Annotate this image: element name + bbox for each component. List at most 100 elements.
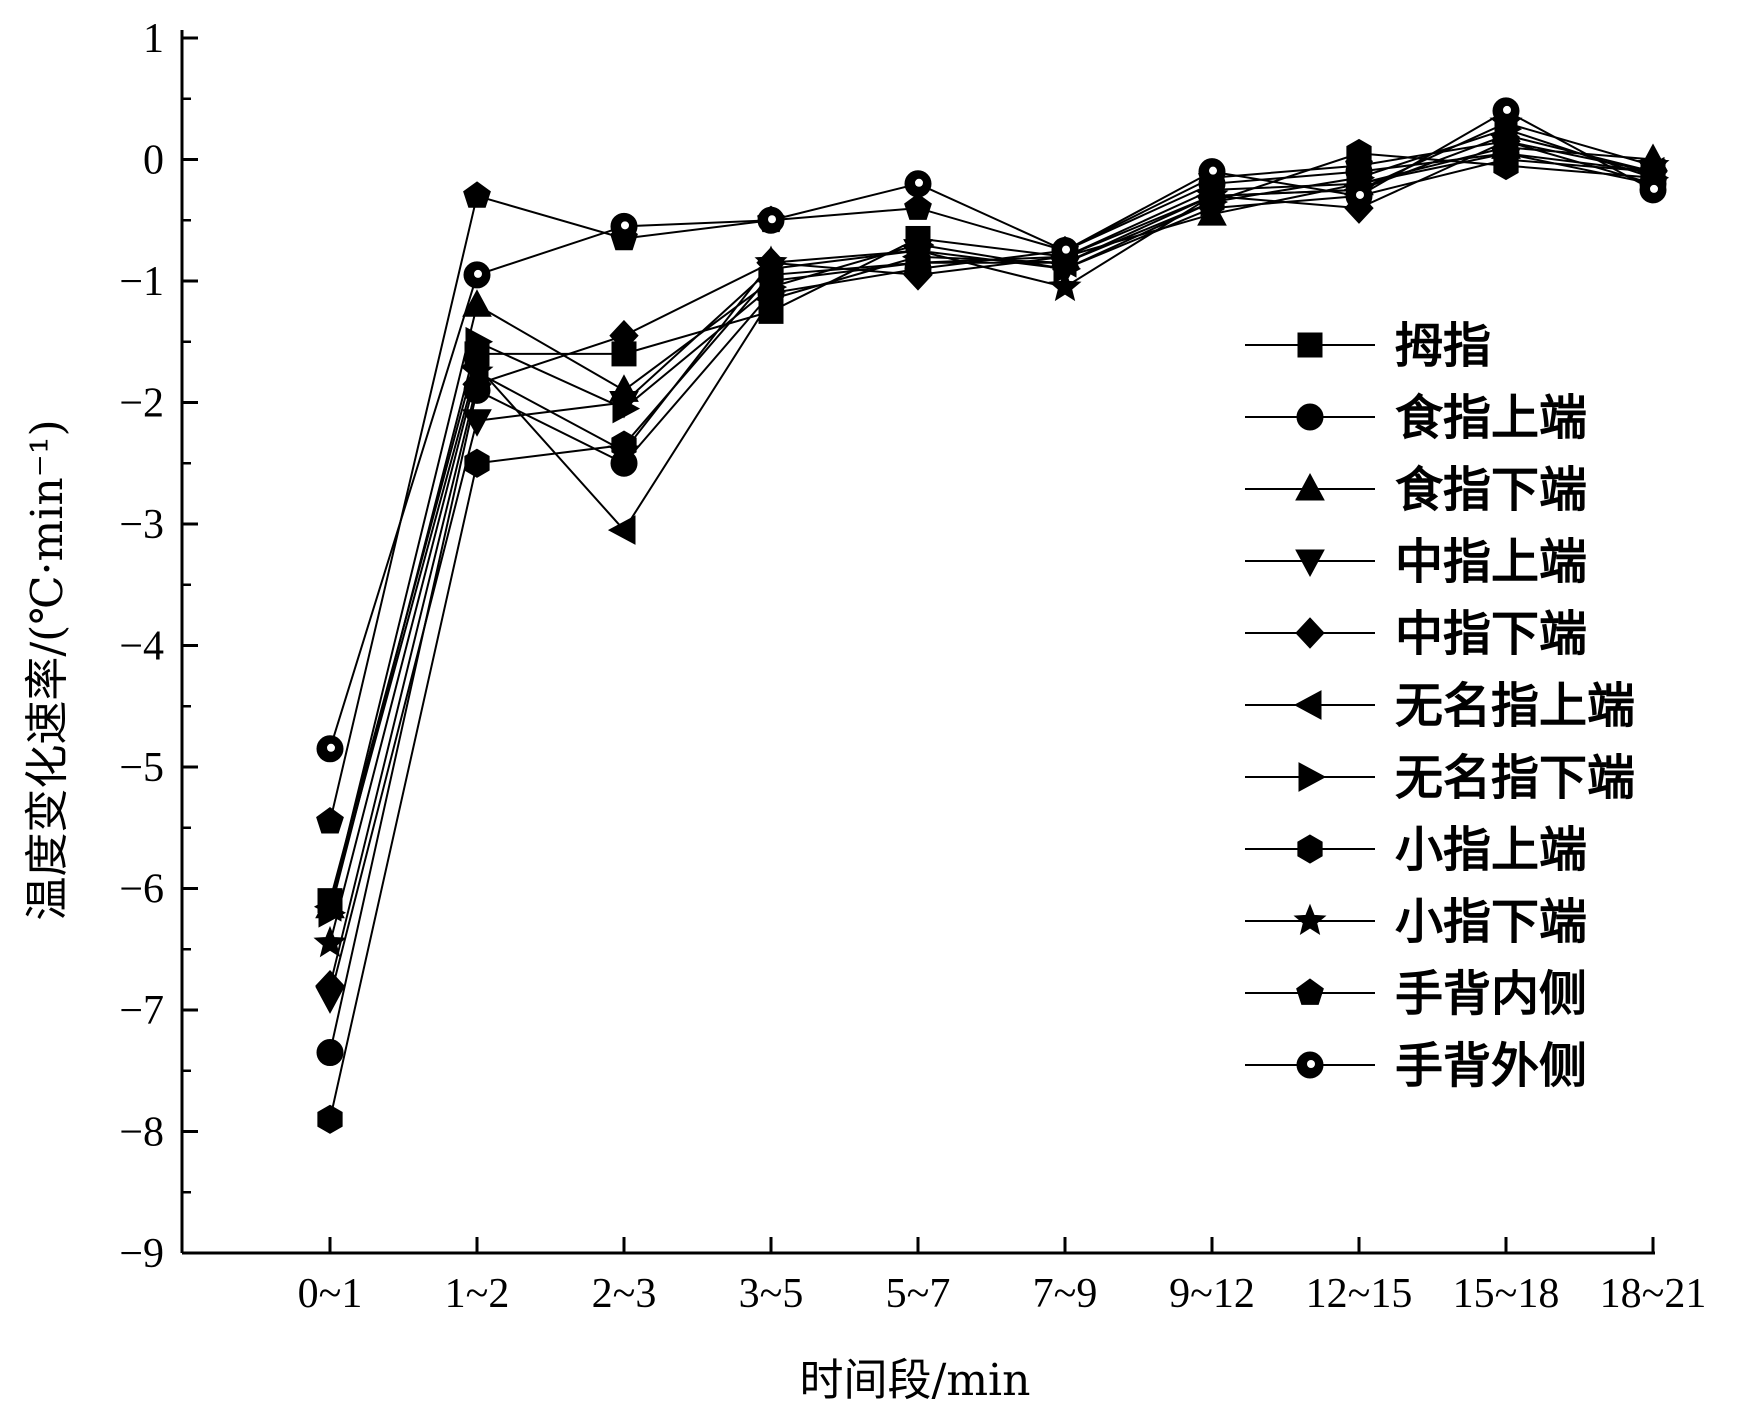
legend-label: 中指下端 (1395, 606, 1587, 662)
legend-marker (1297, 834, 1323, 864)
legend-marker (1293, 903, 1327, 936)
data-point-marker (1492, 126, 1520, 154)
legend-item: 中指下端 (1245, 606, 1587, 662)
x-tick-label: 1~2 (445, 1271, 510, 1317)
y-tick-label: −4 (119, 624, 164, 670)
legend-item: 食指上端 (1245, 390, 1587, 446)
data-point-marker (1198, 158, 1226, 186)
data-point-marker (901, 233, 935, 265)
legend-marker (1296, 978, 1324, 1005)
data-point-marker (754, 245, 788, 277)
series-line (329, 140, 1654, 986)
x-axis-title: 时间段/min (800, 1355, 1031, 1406)
data-point-marker (315, 969, 345, 1002)
data-point-marker (316, 807, 344, 834)
x-tick-label: 2~3 (592, 1271, 657, 1317)
data-point-marker (609, 319, 639, 352)
data-point-marker (316, 735, 344, 763)
y-tick-label: −1 (119, 259, 164, 305)
y-tick-label: −9 (119, 1231, 164, 1277)
legend-item: 无名指下端 (1245, 750, 1635, 806)
legend-label: 无名指上端 (1395, 678, 1635, 734)
data-point-marker (464, 448, 490, 478)
data-point-marker (1492, 97, 1520, 125)
legend-marker (1295, 472, 1325, 501)
legend-label: 小指上端 (1395, 822, 1587, 878)
data-point-marker (1345, 182, 1373, 210)
y-axis-title: 温度变化速率/(℃·min⁻¹) (22, 419, 73, 920)
data-point-marker (607, 433, 641, 466)
series-line (329, 121, 1654, 944)
legend-item: 中指上端 (1245, 534, 1587, 590)
data-point-marker (463, 261, 491, 289)
data-point-marker (1048, 269, 1082, 302)
legend-item: 手背内侧 (1245, 966, 1587, 1022)
data-point-marker (1051, 237, 1079, 265)
series-line (329, 152, 1654, 1120)
legend-label: 手背外侧 (1395, 1038, 1587, 1094)
legend-marker (1298, 762, 1327, 792)
legend-label: 小指下端 (1395, 894, 1587, 950)
legend-label: 食指上端 (1395, 390, 1587, 446)
data-point-marker (612, 393, 641, 424)
y-tick-label: −8 (119, 1110, 164, 1156)
data-point-marker (757, 206, 785, 234)
legend-item: 拇指 (1245, 318, 1491, 374)
legend-item: 小指下端 (1245, 894, 1587, 950)
data-point-marker (316, 1039, 344, 1067)
data-point-marker (313, 925, 347, 958)
y-tick-label: 1 (143, 16, 164, 62)
data-point-marker (904, 170, 932, 198)
legend: 拇指食指上端食指下端中指上端中指下端无名指上端无名指下端小指上端小指下端手背内侧… (1245, 318, 1635, 1094)
x-tick-label: 15~18 (1453, 1271, 1560, 1317)
legend-label: 拇指 (1395, 318, 1491, 374)
legend-item: 无名指上端 (1245, 678, 1635, 734)
x-tick-label: 0~1 (298, 1271, 363, 1317)
data-point-marker (462, 289, 492, 317)
y-tick-label: −3 (119, 502, 164, 548)
data-point-marker (1639, 176, 1667, 204)
y-tick-label: −5 (119, 745, 164, 791)
legend-marker (1293, 690, 1322, 720)
y-tick-label: −2 (119, 381, 164, 427)
data-point-marker (1195, 178, 1229, 210)
data-point-marker (465, 326, 494, 357)
legend-label: 无名指下端 (1395, 750, 1635, 806)
data-point-marker (463, 181, 491, 208)
data-point-marker (1345, 150, 1373, 178)
legend-marker (1296, 1051, 1324, 1079)
legend-marker (1295, 617, 1325, 649)
legend-label: 食指下端 (1395, 462, 1587, 518)
y-tick-label: −6 (119, 867, 164, 913)
legend-label: 中指上端 (1395, 534, 1587, 590)
series-line (329, 134, 1654, 907)
y-tick-label: 0 (143, 138, 164, 184)
data-point-marker (318, 897, 347, 928)
x-tick-label: 5~7 (886, 1271, 951, 1317)
axes: 1 0 −1 −2 −3 −4 −5 −6 −7 −8 −9 0~1 1~2 2~3 3~5 5~7 7~9 9~… (119, 16, 1706, 1317)
x-tick-label: 18~21 (1600, 1271, 1707, 1317)
series-line (329, 109, 1654, 750)
legend-item: 食指下端 (1245, 462, 1587, 518)
data-point-marker (610, 212, 638, 240)
data-point-marker (460, 354, 494, 387)
x-tick-label: 9~12 (1169, 1271, 1255, 1317)
legend-marker (1297, 332, 1323, 358)
x-tick-label: 7~9 (1033, 1271, 1098, 1317)
legend-label: 手背内侧 (1395, 966, 1587, 1022)
data-point-marker (1493, 151, 1519, 181)
legend-marker (1295, 549, 1325, 578)
data-point-marker (904, 193, 932, 220)
y-tick-label: −7 (119, 988, 164, 1034)
x-tick-label: 3~5 (739, 1271, 804, 1317)
legend-marker (1296, 403, 1324, 431)
legend-item: 小指上端 (1245, 822, 1587, 878)
series-11 (316, 97, 1667, 763)
data-point-marker (607, 515, 636, 545)
series-lines (313, 97, 1670, 1134)
legend-item: 手背外侧 (1245, 1038, 1587, 1094)
series-line (329, 152, 1654, 901)
data-point-marker (317, 1104, 343, 1134)
x-tick-label: 12~15 (1306, 1271, 1413, 1317)
